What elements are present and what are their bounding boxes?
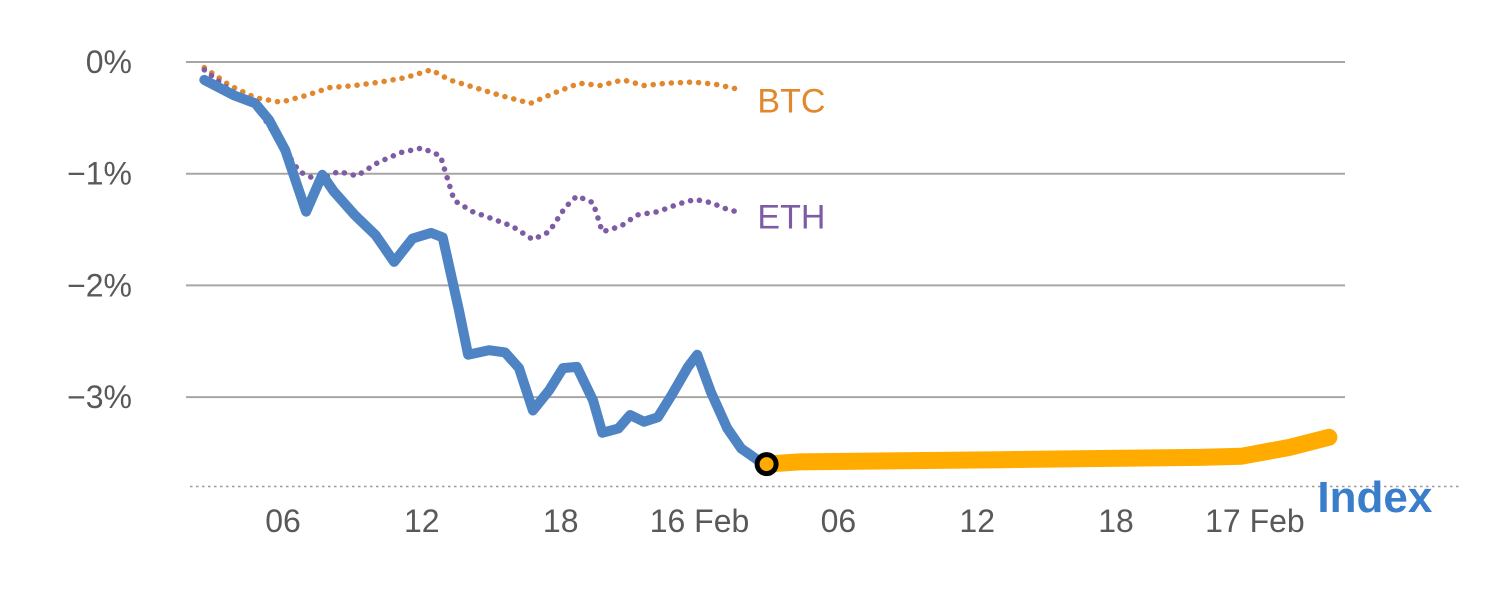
- x-axis-label: 18: [543, 503, 579, 539]
- y-axis-label: −2%: [67, 267, 132, 303]
- y-axis-label: −3%: [67, 379, 132, 415]
- series-label-btc: BTC: [757, 82, 825, 120]
- x-axis-label: 16 Feb: [650, 503, 750, 539]
- x-axis-label: 17 Feb: [1205, 503, 1305, 539]
- x-axis-label: 06: [265, 503, 301, 539]
- x-axis-label: 18: [1098, 503, 1134, 539]
- x-axis-label: 12: [959, 503, 995, 539]
- x-axis-label: 12: [404, 503, 440, 539]
- y-axis-label: 0%: [86, 44, 132, 80]
- series-label-index: Index: [1317, 473, 1432, 522]
- current-point-marker: [754, 452, 779, 477]
- x-axis-label: 06: [821, 503, 857, 539]
- series-index_forecast-line: [758, 428, 1338, 473]
- y-axis-label: −1%: [67, 156, 132, 192]
- series-label-eth: ETH: [757, 198, 825, 236]
- series-index-line: [199, 74, 772, 470]
- series-btc-line: [201, 64, 744, 107]
